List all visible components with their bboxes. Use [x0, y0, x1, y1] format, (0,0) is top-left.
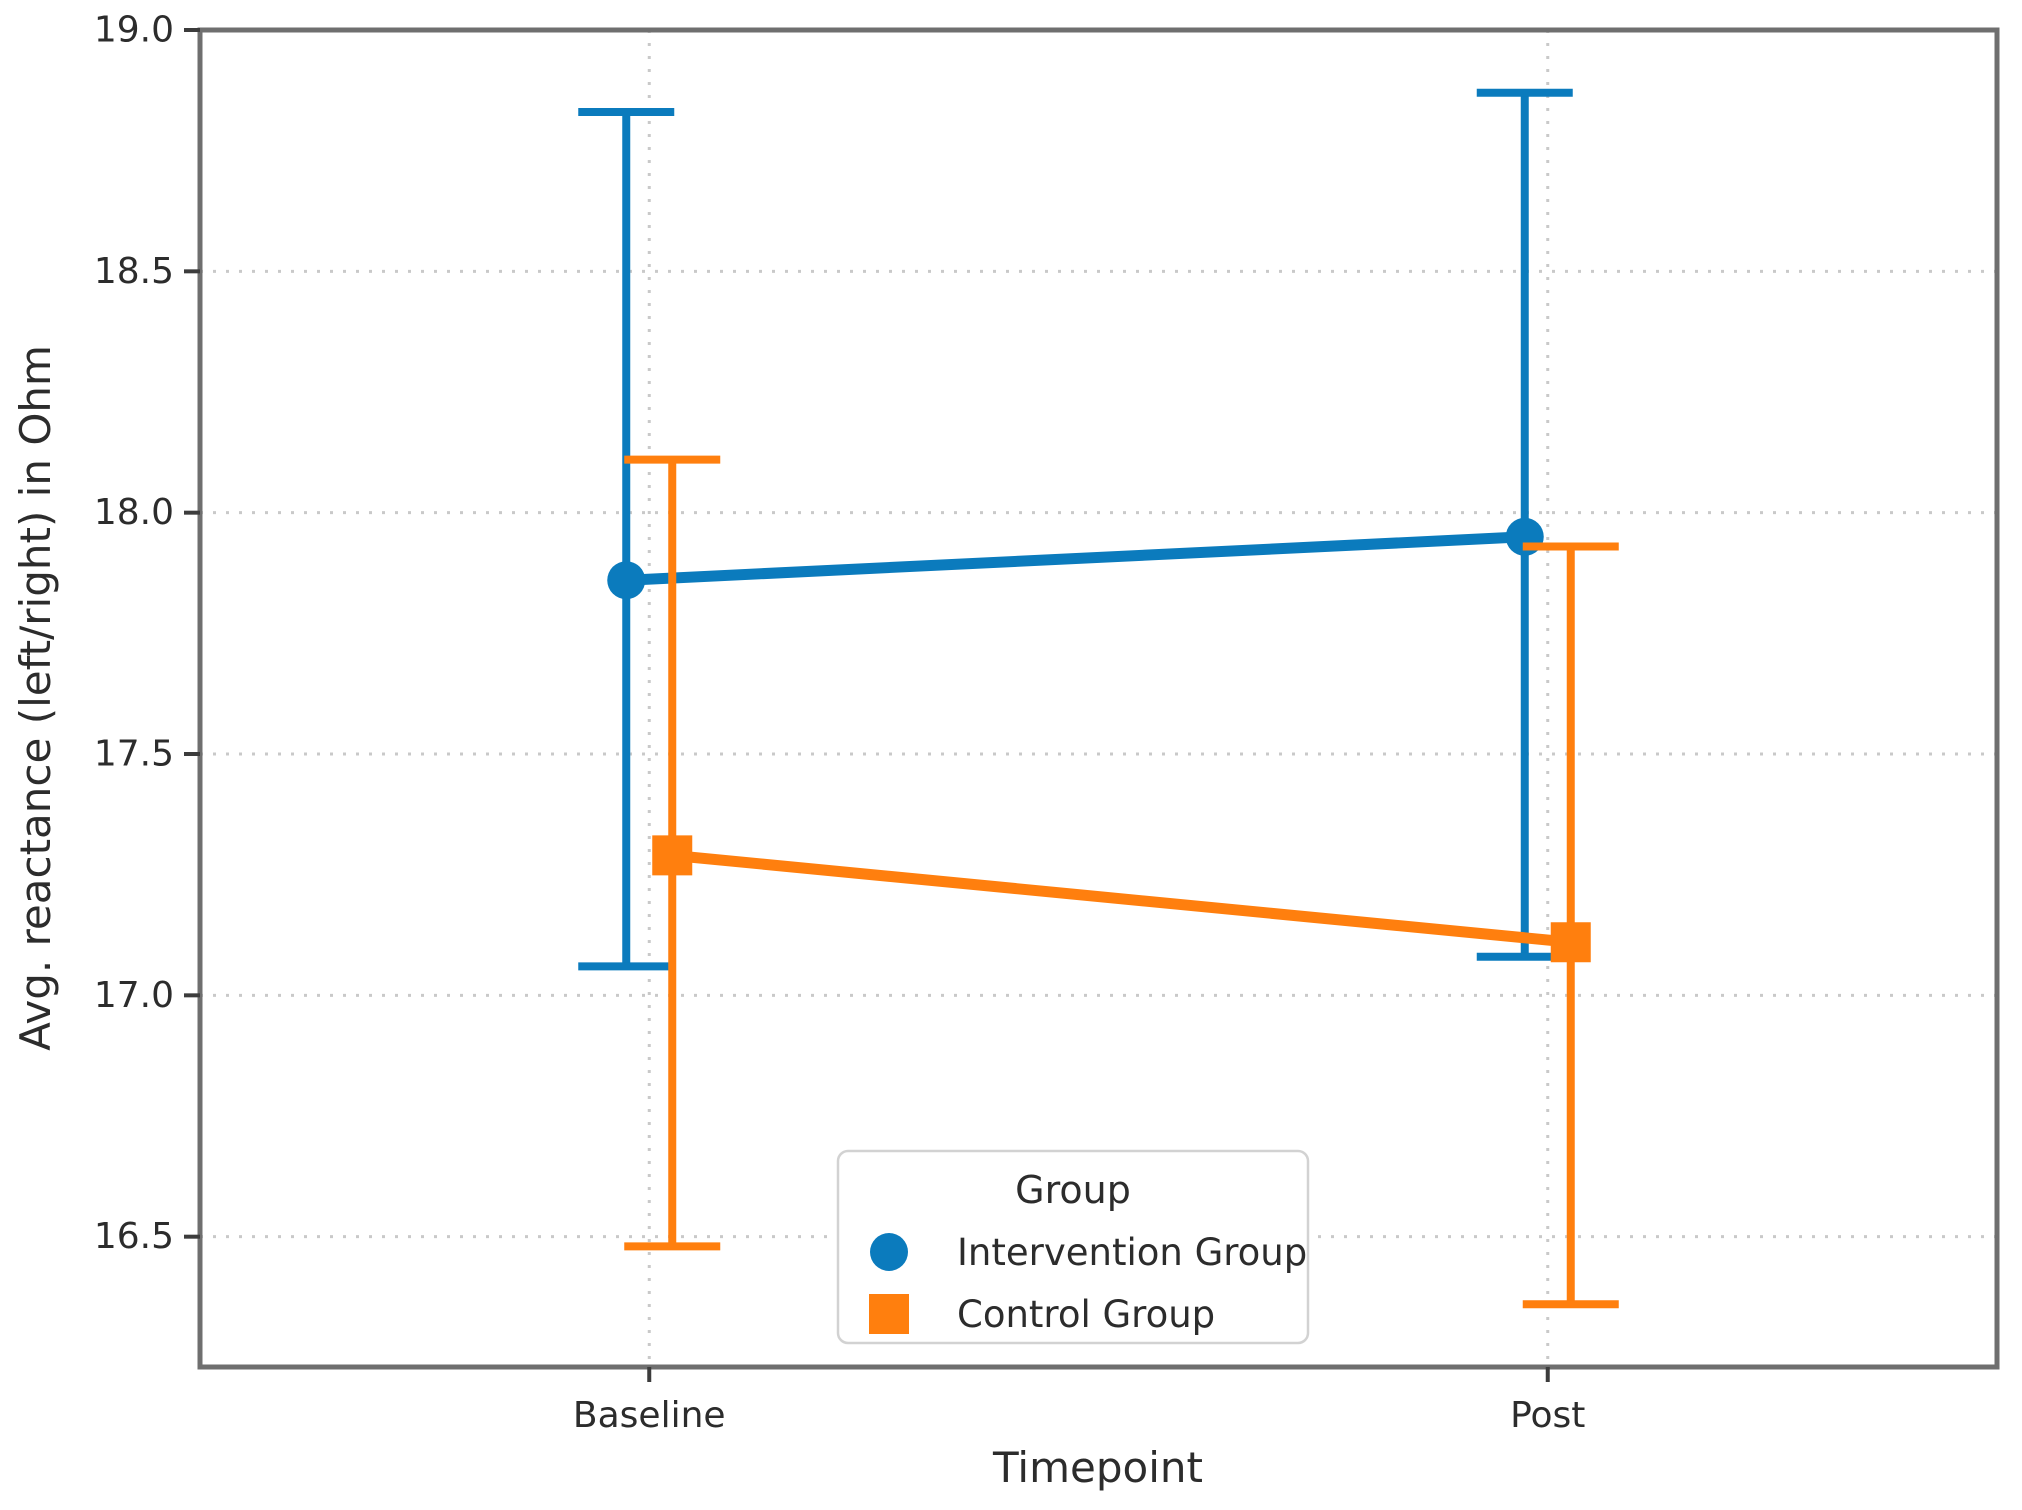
y-tick-label: 19.0 — [94, 10, 174, 51]
y-tick-label: 18.5 — [94, 251, 174, 292]
series-square — [624, 455, 1619, 1309]
series-line — [625, 531, 1526, 586]
data-point-square — [652, 835, 693, 876]
data-point-square — [1550, 922, 1591, 963]
legend-box — [836, 1149, 1310, 1345]
legend-label-control: Control Group — [957, 1293, 1215, 1336]
square-marker-icon — [869, 1294, 909, 1334]
data-point-circle — [607, 561, 646, 600]
x-axis-label: Timepoint — [992, 1443, 1203, 1492]
plot-frame — [197, 27, 2000, 1370]
legend: Group Intervention Group Control Group — [836, 1149, 1310, 1345]
y-tick-label: 18.0 — [94, 492, 174, 533]
tick-labels: 19.0 18.5 18.0 17.5 17.0 16.5 Baseline Post — [94, 10, 1586, 1437]
series-circle — [578, 88, 1573, 971]
y-tick-label: 17.0 — [94, 975, 174, 1016]
series-layer — [578, 88, 1619, 1309]
y-tick-label: 16.5 — [94, 1216, 174, 1257]
x-tick-label: Baseline — [573, 1395, 726, 1436]
x-tick-label: Post — [1510, 1395, 1585, 1436]
legend-label-intervention: Intervention Group — [957, 1231, 1307, 1274]
circle-marker-icon — [870, 1233, 908, 1271]
axis-ticks — [184, 28, 1550, 1382]
legend-title: Group — [1015, 1168, 1131, 1212]
y-tick-label: 17.5 — [94, 734, 174, 775]
series-line — [671, 849, 1572, 948]
y-axis-label: Avg. reactance (left/right) in Ohm — [11, 345, 60, 1051]
